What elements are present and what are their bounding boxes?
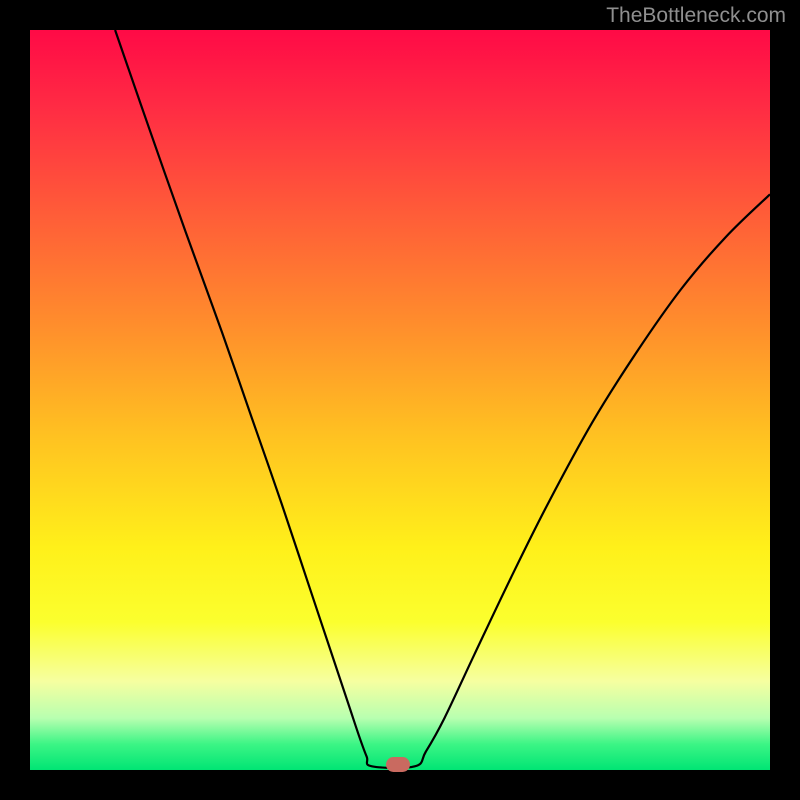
optimal-marker [386, 757, 410, 772]
chart-frame: TheBottleneck.com [0, 0, 800, 800]
bottleneck-curve [30, 30, 770, 770]
curve-path [115, 30, 770, 768]
watermark-text: TheBottleneck.com [606, 4, 786, 28]
